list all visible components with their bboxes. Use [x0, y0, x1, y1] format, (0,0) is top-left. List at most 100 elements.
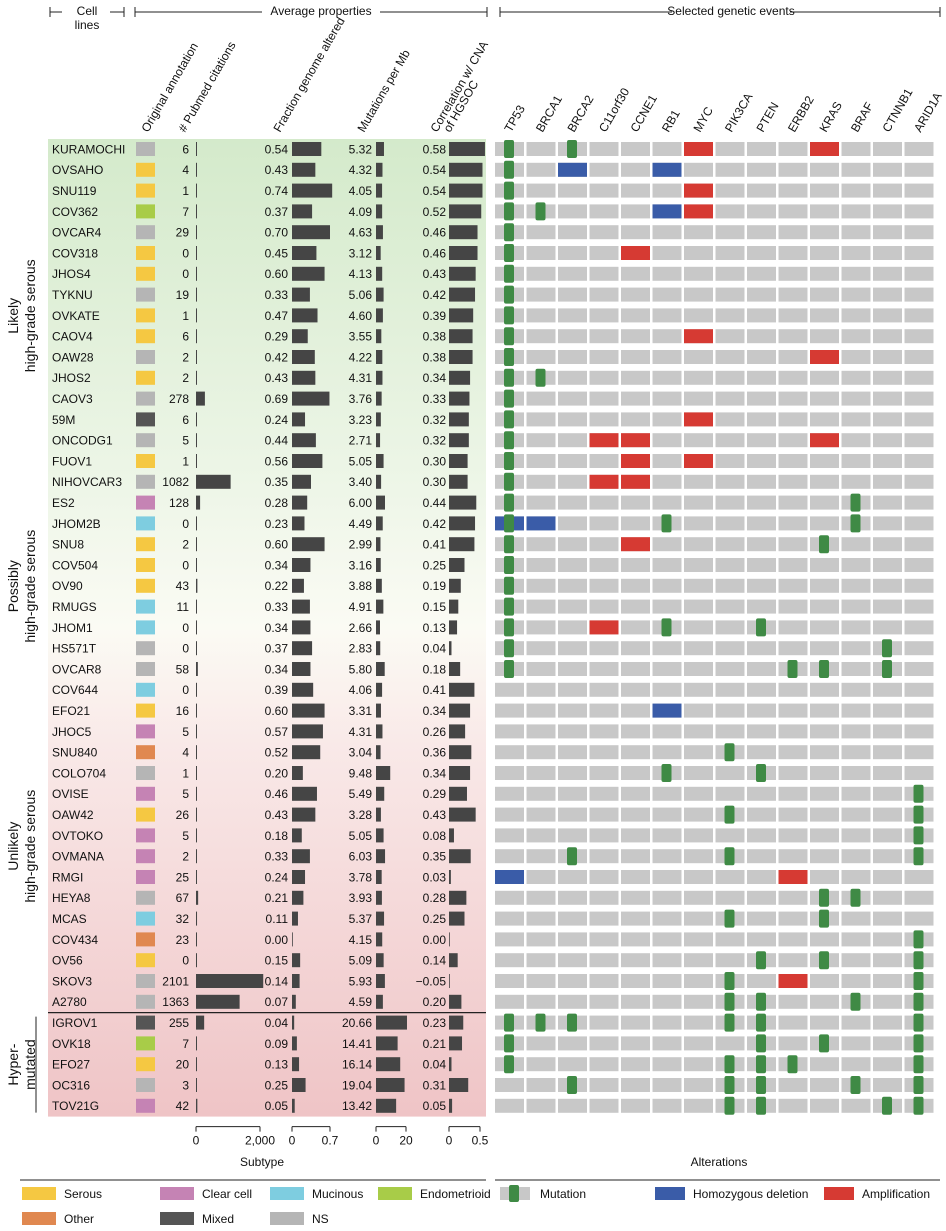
fga-value: 0.25 — [265, 1078, 289, 1092]
fga-value: 0.14 — [265, 974, 289, 988]
pubmed-count: 7 — [182, 205, 189, 219]
event-cell — [841, 266, 871, 281]
pubmed-bar — [196, 620, 197, 635]
subtype-legend-swatch — [22, 1187, 56, 1200]
event-cell — [810, 287, 839, 302]
mutation-value: 4.32 — [349, 163, 373, 177]
event-cell — [652, 870, 682, 884]
left-panel-background — [48, 139, 486, 1117]
correlation-bar — [449, 287, 476, 302]
event-cell — [873, 766, 902, 780]
correlation-value: 0.36 — [423, 746, 447, 760]
annotation-swatch — [136, 828, 155, 843]
event-cell — [873, 932, 902, 947]
event-cell — [652, 433, 682, 448]
fga-bar — [292, 1057, 300, 1072]
event-cell — [873, 433, 902, 448]
event-cell — [589, 1078, 619, 1092]
event-cell — [495, 766, 524, 780]
correlation-bar — [449, 994, 462, 1009]
correlation-value: 0.35 — [423, 850, 447, 864]
table-row: CAOV3 278 0.69 3.76 0.33 — [52, 389, 934, 408]
mutation-tick-label: 20 — [399, 1134, 413, 1148]
event-cell — [621, 495, 650, 510]
event-cell — [873, 350, 902, 364]
fga-bar — [292, 266, 325, 281]
pubmed-count: 0 — [182, 558, 189, 572]
amplification-mark — [621, 246, 650, 260]
event-cell — [589, 558, 619, 572]
event-cell — [715, 204, 745, 219]
mutation-mark — [756, 1055, 766, 1074]
subtype-legend-label: Mixed — [202, 1212, 234, 1226]
pubmed-bar — [196, 994, 240, 1009]
column-header-fga: Fraction genome altered — [270, 15, 347, 135]
deletion-mark — [495, 870, 524, 884]
correlation-bar — [449, 204, 482, 219]
mutation-mark — [850, 888, 861, 907]
annotation-swatch — [136, 308, 155, 323]
event-cell — [873, 745, 902, 760]
mutation-bar — [376, 1098, 397, 1113]
mutation-value: 5.05 — [349, 454, 373, 468]
event-cell — [526, 828, 556, 843]
event-cell — [778, 1098, 808, 1113]
event-cell — [778, 162, 808, 177]
correlation-value: 0.43 — [423, 267, 447, 281]
mutation-mark — [535, 368, 546, 387]
fga-value: 0.29 — [265, 330, 289, 344]
pubmed-bar — [196, 350, 197, 364]
mutation-value: 5.32 — [349, 142, 373, 156]
table-row: OAW28 2 0.42 4.22 0.38 — [52, 348, 934, 366]
gene-header-pten: PTEN — [753, 100, 781, 135]
event-cell — [904, 911, 934, 926]
event-cell — [558, 870, 587, 884]
event-cell — [558, 641, 587, 656]
correlation-bar — [449, 412, 469, 427]
event-cell — [526, 225, 556, 240]
mutation-mark — [724, 1076, 735, 1094]
event-cell — [589, 599, 619, 614]
event-cell — [589, 578, 619, 593]
event-cell — [652, 454, 682, 468]
event-cell — [684, 308, 713, 323]
annotation-swatch — [136, 412, 155, 427]
event-cell — [778, 516, 808, 531]
mutation-mark — [504, 368, 514, 387]
event-cell — [558, 537, 587, 552]
event-cell — [684, 370, 713, 385]
alteration-legend-label: Amplification — [862, 1187, 930, 1201]
correlation-value: 0.34 — [423, 371, 447, 385]
cell-line-name: 59M — [52, 413, 75, 427]
event-cell — [904, 495, 934, 510]
correlation-bar — [449, 516, 476, 531]
mutation-value: 5.93 — [349, 974, 373, 988]
event-cell — [589, 1015, 619, 1030]
pubmed-count: 5 — [182, 787, 189, 801]
event-cell — [904, 599, 934, 614]
event-cell — [652, 1078, 682, 1092]
cell-line-name: JHOM1 — [52, 621, 93, 635]
mutation-mark — [504, 597, 514, 616]
mutation-bar — [376, 870, 382, 884]
cell-line-name: JHOS4 — [52, 267, 91, 281]
correlation-bar — [449, 828, 454, 843]
event-cell — [621, 350, 650, 364]
event-cell — [526, 537, 556, 552]
pubmed-bar — [196, 911, 198, 926]
event-cell — [873, 682, 902, 697]
mutation-value: 20.66 — [342, 1016, 372, 1030]
event-cell — [495, 682, 524, 697]
event-cell — [778, 183, 808, 198]
cell-line-name: JHOM2B — [52, 517, 101, 531]
event-cell — [715, 391, 745, 406]
event-cell — [810, 807, 839, 822]
table-row: TOV21G 42 0.05 13.42 0.05 — [52, 1096, 934, 1115]
event-cell — [873, 246, 902, 260]
mutation-mark — [819, 909, 829, 928]
amplification-mark — [621, 474, 650, 489]
event-cell — [904, 391, 934, 406]
fga-bar — [292, 662, 311, 676]
group-label-line: mutated — [22, 1039, 38, 1090]
fga-value: 0.56 — [265, 454, 289, 468]
